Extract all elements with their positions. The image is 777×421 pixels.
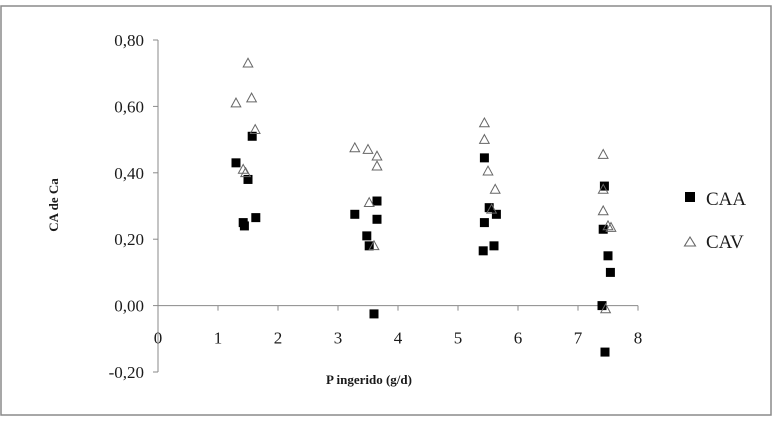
legend: CAA CAV [683, 189, 746, 253]
data-point-cav [349, 141, 361, 153]
data-point-caa [243, 174, 253, 184]
data-marks [230, 57, 617, 357]
data-point-cav [605, 221, 617, 232]
data-point-caa [484, 203, 494, 213]
data-point-caa [364, 241, 374, 251]
x-tick-label: 2 [274, 329, 283, 348]
data-point-caa [350, 209, 360, 219]
data-point-cav [371, 150, 383, 161]
data-point-cav [230, 97, 242, 108]
axes: -0,20 0,00 0,20 0,40 0,60 0,80 0 1 2 3 4 5 6 7 8 [109, 31, 643, 382]
data-point-cav [597, 148, 609, 159]
data-point-cav [239, 166, 252, 178]
x-tick-label: 5 [454, 329, 463, 348]
data-point-caa [491, 209, 501, 219]
x-tick-label: 7 [574, 329, 583, 348]
x-tick-label: 1 [214, 329, 223, 348]
y-axis-title: CA de Ca [46, 178, 61, 232]
y-tick-label: 0,00 [114, 297, 144, 316]
data-point-cav [249, 123, 261, 134]
x-tick-label: 6 [514, 329, 523, 348]
legend-label-cav: CAV [706, 232, 744, 253]
y-tick-label: 0,20 [114, 230, 144, 249]
data-point-cav [478, 116, 491, 128]
data-point-caa [372, 196, 382, 206]
y-tick-label: 0,40 [114, 164, 144, 183]
data-point-cav [482, 165, 494, 176]
x-axis-title: P ingerido (g/d) [326, 372, 412, 387]
y-tick-label: -0,20 [109, 363, 144, 382]
data-point-caa [247, 131, 257, 141]
x-tick-label: 8 [634, 329, 643, 348]
data-point-cav [363, 196, 375, 207]
data-point-caa [479, 153, 489, 163]
data-point-cav [368, 239, 380, 251]
chart-border [0, 5, 772, 416]
data-point-caa [479, 218, 489, 228]
data-point-cav [489, 183, 501, 194]
data-point-caa [489, 241, 499, 251]
data-point-caa [478, 246, 488, 256]
data-point-cav [237, 163, 249, 174]
y-tick-label: 0,60 [114, 97, 144, 116]
legend-item-caa: CAA [685, 189, 746, 210]
data-point-caa [605, 267, 615, 277]
data-point-caa [372, 214, 382, 224]
data-point-caa [231, 158, 241, 168]
data-point-caa [239, 221, 249, 231]
data-point-caa [362, 231, 372, 241]
legend-marker-cav [683, 235, 697, 247]
x-tick-label: 4 [394, 329, 403, 348]
data-point-caa [600, 347, 610, 357]
data-point-cav [602, 219, 614, 231]
data-point-cav [478, 133, 491, 144]
legend-marker-caa [685, 192, 695, 202]
data-point-cav [242, 57, 254, 68]
data-point-cav [371, 160, 383, 171]
legend-label-caa: CAA [706, 189, 746, 210]
data-point-caa [597, 301, 607, 311]
data-point-cav [599, 302, 612, 314]
data-point-caa [603, 251, 613, 261]
data-point-caa [369, 309, 379, 319]
x-tick-label: 3 [334, 329, 343, 348]
data-point-caa [251, 213, 261, 223]
legend-item-cav: CAV [683, 232, 744, 253]
x-tick-label: 0 [154, 329, 163, 348]
data-point-cav [362, 143, 374, 154]
data-point-cav [245, 92, 258, 103]
data-point-cav [597, 183, 609, 194]
y-tick-label: 0,80 [114, 31, 144, 50]
data-point-cav [485, 203, 498, 214]
data-point-cav [597, 204, 609, 216]
